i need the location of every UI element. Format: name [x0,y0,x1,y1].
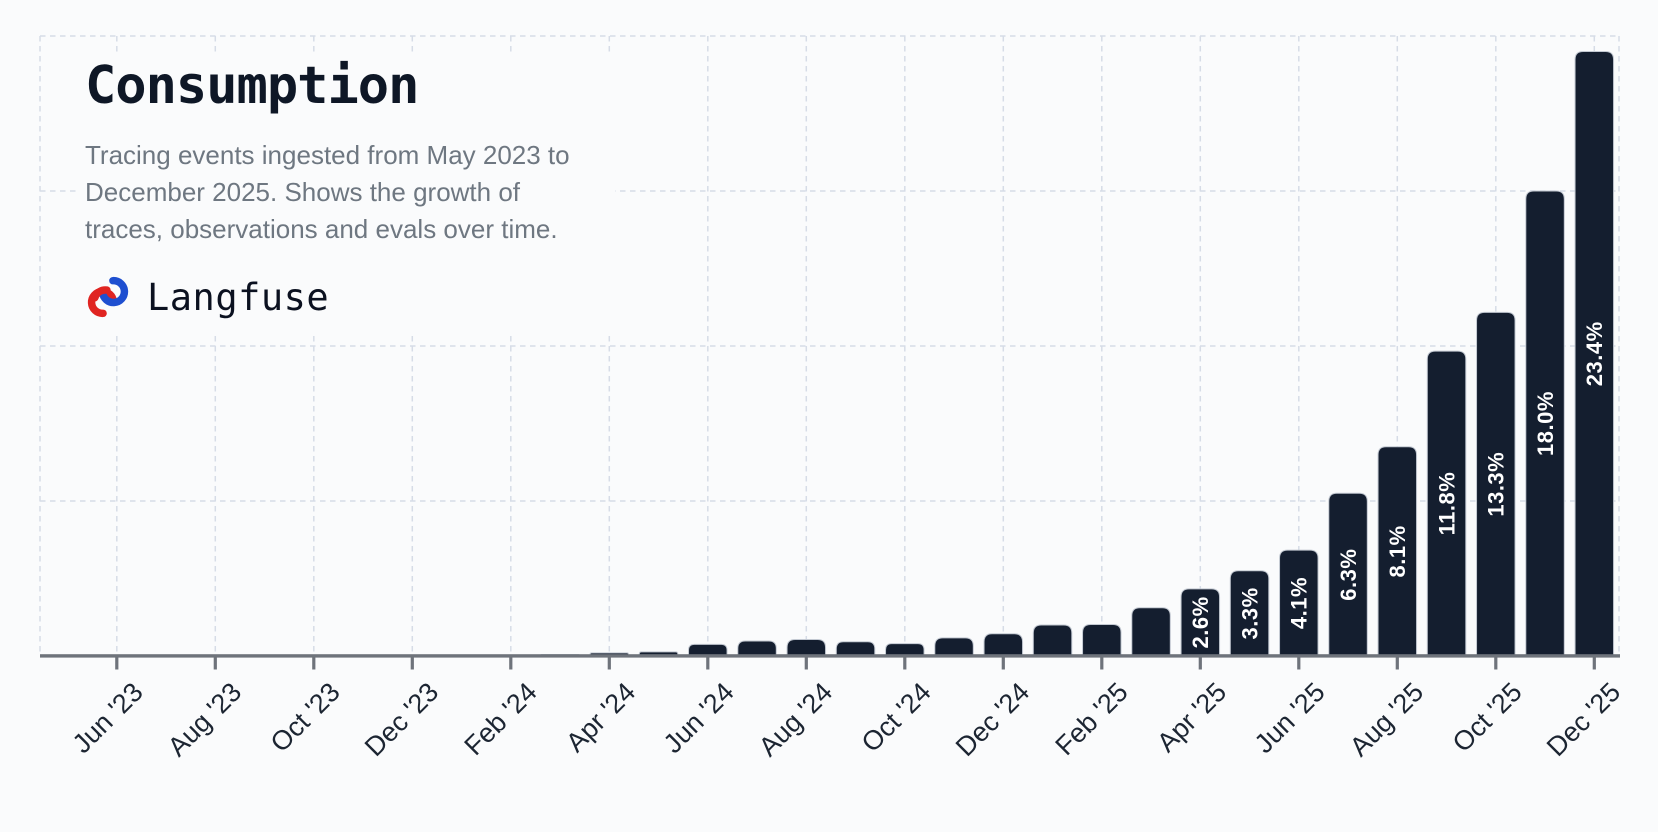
bars: 2.6% 3.3% 4.1% 6.3% 8.1% 11.8% 13.3% 18.0% 23.4% [540,51,1615,657]
x-tick-label: Feb '24 [458,677,542,761]
subtitle-line-3: traces, observations and evals over time… [85,214,558,245]
bar-jun-25[interactable] [1279,549,1319,657]
x-tick-label: Aug '23 [162,677,247,762]
bar-apr-25[interactable] [1180,588,1221,657]
brand-name: Langfuse [147,275,330,319]
bar-sep-25[interactable] [1426,350,1467,657]
x-axis-line [40,654,1620,658]
bar-sep-24[interactable] [835,641,876,657]
bar-value-label: 6.3% [1336,549,1361,601]
bar-nov-25[interactable] [1525,190,1565,657]
bar-mar-25[interactable] [1131,607,1171,657]
x-tick-label: Dec '23 [359,677,444,762]
bar-jul-25[interactable] [1328,492,1368,657]
page-title: Consumption [85,56,419,116]
langfuse-knot-icon [87,277,129,318]
bar-jul-24[interactable] [737,640,777,657]
x-tick-label: Feb '25 [1049,677,1133,761]
x-tick-label: Oct '25 [1447,677,1528,758]
bar-oct-25[interactable] [1476,311,1516,657]
x-tick-label: Apr '24 [560,677,641,758]
x-tick-label: Oct '23 [265,677,346,758]
x-tick-label: Aug '24 [753,677,838,762]
brand-row: Langfuse [85,274,615,320]
x-tick-label: Dec '25 [1541,677,1626,762]
x-tick-label: Oct '24 [856,677,937,758]
x-tick-label: Jun '24 [658,677,740,759]
axis-labels: Jun '23 Aug '23 Oct '23 Dec '23 Feb '24 Apr '… [67,677,1627,762]
bar-value-label: 13.3% [1484,452,1509,517]
x-tick-label: Jun '23 [67,677,149,759]
bar-aug-24[interactable] [786,638,827,657]
bar-dec-25[interactable] [1574,51,1615,657]
bar-value-label: 8.1% [1385,525,1410,577]
subtitle-line-2: December 2025. Shows the growth of [85,177,521,208]
x-axis [40,654,1620,670]
bar-may-25[interactable] [1229,570,1270,657]
chart-header: Consumption Tracing events ingested from… [78,54,615,335]
x-tick-label: Apr '25 [1151,677,1232,758]
subtitle-line-1: Tracing events ingested from May 2023 to [85,140,570,171]
bar-value-label: 11.8% [1434,472,1459,536]
chart-subtitle: Tracing events ingested from May 2023 to… [85,137,615,248]
x-tick-label: Dec '24 [950,677,1035,762]
bar-jun-24[interactable] [688,643,728,657]
bar-feb-25[interactable] [1082,623,1122,657]
bar-value-label: 23.4% [1582,321,1607,386]
bar-aug-25[interactable] [1377,446,1418,657]
bar-value-label: 3.3% [1237,587,1262,639]
x-tick-label: Aug '25 [1344,677,1429,762]
bar-value-label: 2.6% [1188,596,1213,648]
bar-oct-24[interactable] [885,643,925,657]
bar-nov-24[interactable] [934,637,974,657]
x-tick-label: Jun '25 [1249,677,1331,759]
bar-value-label: 4.1% [1287,577,1312,629]
bar-dec-24[interactable] [983,633,1024,657]
bar-jan-25[interactable] [1032,624,1073,657]
bar-value-label: 18.0% [1533,391,1558,456]
